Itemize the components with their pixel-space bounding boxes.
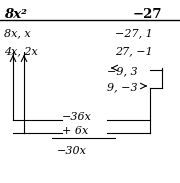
Text: 8x²: 8x² bbox=[4, 8, 27, 21]
Text: −30x: −30x bbox=[57, 146, 87, 156]
Text: + 6x: + 6x bbox=[62, 126, 88, 136]
Text: −36x: −36x bbox=[62, 112, 92, 122]
Text: −27, 1: −27, 1 bbox=[115, 28, 153, 38]
Text: −9, 3: −9, 3 bbox=[107, 66, 138, 76]
Text: 8x, x: 8x, x bbox=[4, 28, 31, 38]
Text: 4x, 2x: 4x, 2x bbox=[4, 46, 38, 56]
Text: 27, −1: 27, −1 bbox=[115, 46, 153, 56]
Text: 9, −3: 9, −3 bbox=[107, 82, 138, 92]
Text: −27: −27 bbox=[133, 8, 163, 21]
